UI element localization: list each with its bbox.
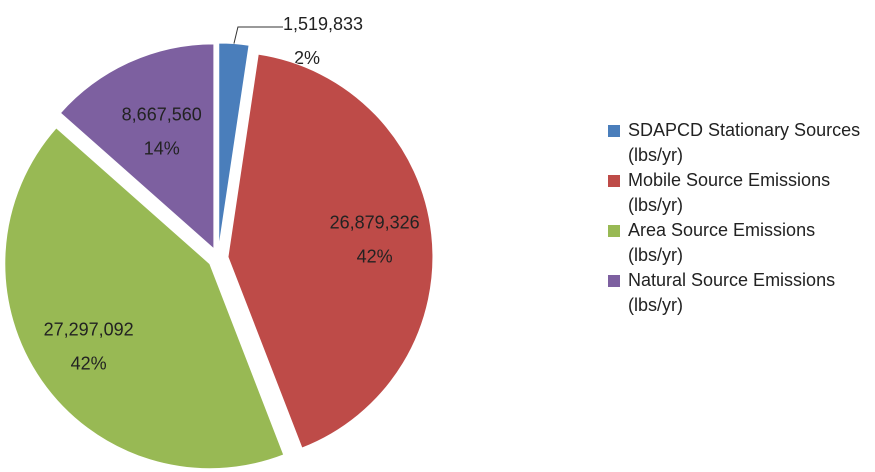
legend: SDAPCD Stationary Sources (lbs/yr) Mobile… (608, 118, 870, 318)
legend-label: SDAPCD Stationary Sources (lbs/yr) (628, 120, 861, 165)
data-label: 27,297,092 (44, 320, 134, 340)
legend-swatch (608, 275, 620, 287)
data-label: 8,667,560 (122, 105, 202, 125)
pie-area: 1,519,833 2% 26,879,326 42% 27,297,092 42% 8,6… (4, 14, 434, 470)
legend-entry: Area Source Emissions (lbs/yr) (608, 218, 870, 268)
percent-label: 42% (71, 354, 107, 374)
legend-label: Mobile Source Emissions (lbs/yr) (628, 170, 831, 215)
legend-swatch (608, 225, 620, 237)
legend-entry: Mobile Source Emissions (lbs/yr) (608, 168, 870, 218)
legend-label: Natural Source Emissions (lbs/yr) (628, 270, 836, 315)
data-label: 26,879,326 (330, 212, 420, 232)
pie-slice (4, 127, 285, 470)
percent-label: 2% (294, 48, 320, 68)
legend-entry: Natural Source Emissions (lbs/yr) (608, 268, 870, 318)
percent-label: 14% (144, 139, 180, 159)
pie-slice (227, 53, 434, 449)
leader-line (233, 26, 283, 44)
data-label: 1,519,833 (283, 14, 363, 34)
legend-label: Area Source Emissions (lbs/yr) (628, 220, 816, 265)
percent-label: 42% (357, 246, 393, 266)
legend-entry: SDAPCD Stationary Sources (lbs/yr) (608, 118, 870, 168)
legend-swatch (608, 125, 620, 137)
pie-slice (59, 43, 215, 250)
legend-swatch (608, 175, 620, 187)
